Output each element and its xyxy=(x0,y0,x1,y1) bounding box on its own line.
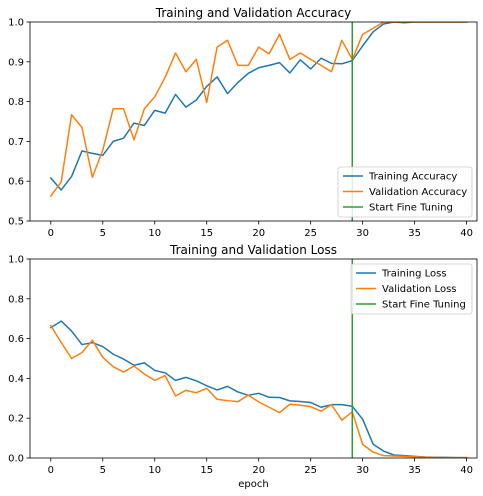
accuracy-legend: Training Accuracy Validation Accuracy Star… xyxy=(337,166,473,218)
accuracy-x-tick-label: 5 xyxy=(100,228,106,239)
accuracy-axes-frame xyxy=(29,21,478,222)
accuracy-y-tick-label: 0.8 xyxy=(8,97,24,108)
accuracy-x-tick-label: 15 xyxy=(200,228,213,239)
loss-axes-frame xyxy=(29,258,478,459)
accuracy-x-tick-label: 30 xyxy=(356,228,369,239)
loss-x-tick-label: 0 xyxy=(48,465,54,476)
loss-legend-label-training-loss: Training Loss xyxy=(381,269,447,280)
loss-series-training-loss xyxy=(49,320,468,458)
accuracy-y-tick-label: 1.0 xyxy=(8,18,24,29)
accuracy-series-validation-accuracy xyxy=(49,22,468,197)
loss-x-axis-label: epoch xyxy=(238,479,268,490)
loss-x-tick-label: 40 xyxy=(460,465,473,476)
accuracy-legend-label-training-accuracy: Training Accuracy xyxy=(368,172,457,183)
loss-legend: Training Loss Validation Loss Start Fine T… xyxy=(350,263,473,315)
loss-series-validation-loss xyxy=(49,324,468,458)
accuracy-y-tick-label: 0.7 xyxy=(8,137,24,148)
accuracy-y-tick-label: 0.5 xyxy=(8,217,24,228)
loss-y-tick-label: 0.2 xyxy=(8,414,24,425)
loss-legend-label-validation-loss: Validation Loss xyxy=(382,284,457,295)
loss-legend-box xyxy=(350,263,473,315)
accuracy-x-tick-label: 40 xyxy=(460,228,473,239)
accuracy-x-tick-label: 20 xyxy=(252,228,265,239)
loss-x-tick-label: 15 xyxy=(200,465,213,476)
loss-x-tick-label: 20 xyxy=(252,465,265,476)
loss-y-tick-label: 0.4 xyxy=(8,374,24,385)
accuracy-y-tick-label: 0.9 xyxy=(8,57,24,68)
accuracy-y-tick-label: 0.6 xyxy=(8,177,24,188)
loss-x-tick-label: 5 xyxy=(100,465,106,476)
accuracy-x-tick-label: 10 xyxy=(148,228,161,239)
loss-legend-label-start-fine-tuning: Start Fine Tuning xyxy=(382,300,466,311)
accuracy-chart: Training and Validation Accuracy 0 5 10 15 20… xyxy=(8,6,478,239)
accuracy-legend-label-validation-accuracy: Validation Accuracy xyxy=(369,187,467,198)
accuracy-chart-title: Training and Validation Accuracy xyxy=(155,6,351,20)
loss-y-tick-label: 0.6 xyxy=(8,334,24,345)
loss-x-tick-label: 25 xyxy=(304,465,317,476)
loss-y-tick-label: 0.0 xyxy=(8,454,24,465)
accuracy-legend-box xyxy=(337,166,473,218)
loss-y-tick-label: 1.0 xyxy=(8,255,24,266)
accuracy-legend-label-start-fine-tuning: Start Fine Tuning xyxy=(369,203,453,214)
accuracy-x-tick-label: 35 xyxy=(408,228,421,239)
accuracy-x-tick-label: 0 xyxy=(48,228,54,239)
loss-x-tick-label: 30 xyxy=(356,465,369,476)
accuracy-x-tick-label: 25 xyxy=(304,228,317,239)
loss-x-tick-label: 35 xyxy=(408,465,421,476)
loss-x-tick-label: 10 xyxy=(148,465,161,476)
loss-y-tick-label: 0.8 xyxy=(8,294,24,305)
loss-chart: Training and Validation Loss 0 5 10 15 20 25 30… xyxy=(8,243,478,490)
loss-chart-title: Training and Validation Loss xyxy=(169,243,337,257)
